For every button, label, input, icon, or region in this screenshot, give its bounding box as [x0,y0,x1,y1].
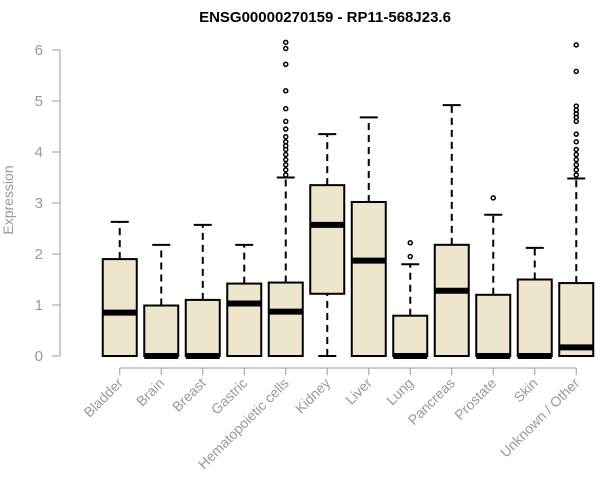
outlier-point [283,172,289,178]
box-iqr [475,293,512,357]
boxes-group [101,39,595,359]
y-tick-label: 5 [35,93,43,110]
y-tick-label: 3 [35,195,43,212]
y-tick-label: 2 [35,246,43,263]
outlier-point [573,146,579,153]
box-iqr [350,200,387,357]
box-breast [184,223,221,359]
outlier-point [573,42,579,48]
outlier-point [283,39,289,46]
outlier-point [573,103,579,109]
x-tick-label: Kidney [292,375,334,417]
box-iqr [143,304,180,358]
outlier-point [283,45,289,52]
outlier-point [283,162,289,168]
outlier-point [573,162,579,168]
box-pancreas [433,104,470,358]
outlier-point [283,133,289,140]
box-brain [143,243,180,359]
outlier-point [573,167,579,173]
outlier-point [283,156,289,163]
x-tick-label: Liver [342,375,375,408]
chart-title: ENSG00000270159 - RP11-568J23.6 [199,9,451,26]
outlier-point [283,105,289,112]
x-tick-label: Brain [133,375,167,409]
box-prostate [475,195,512,359]
outlier-point [283,167,289,173]
outlier-point [573,156,579,163]
outlier-point [573,139,579,145]
box-iqr [516,278,553,357]
x-tick-label: Unknown / Other [497,375,583,461]
outlier-point [407,253,413,260]
box-iqr [267,281,304,357]
box-liver [350,116,387,357]
box-iqr [226,282,263,357]
box-iqr [184,298,221,357]
y-axis-label: Expression [0,165,16,234]
x-tick-label: Prostate [451,375,499,423]
outlier-point [573,172,579,178]
outlier-point [283,126,289,132]
y-tick-label: 0 [35,348,43,365]
box-skin [516,246,553,359]
outlier-point [490,195,496,201]
outlier-point [283,118,289,125]
box-iqr [392,314,429,357]
box-kidney [309,133,346,357]
box-gastric [226,243,263,357]
outlier-point [573,68,579,75]
y-tick-label: 6 [35,42,43,59]
x-tick-label: Bladder [80,375,126,421]
y-tick-label: 1 [35,297,43,314]
outlier-point [283,151,289,158]
outlier-point [573,151,579,158]
outlier-point [407,240,413,246]
box-iqr [558,282,595,358]
box-iqr [309,184,346,295]
outlier-point [283,139,289,145]
box-lung [392,240,429,359]
x-tick-label: Lung [383,375,416,408]
outlier-point [283,88,289,94]
x-tick-label: Skin [510,375,541,406]
box-iqr [433,243,470,358]
box-iqr [101,258,138,358]
box-unknown-other [558,42,595,358]
outlier-point [283,61,289,68]
box-bladder [101,220,138,358]
x-tick-label: Breast [169,375,209,415]
box-hematopoietic-cells [267,39,304,357]
outlier-point [573,131,579,137]
y-axis: 0 1 2 3 4 5 6 [35,42,61,365]
y-tick-label: 4 [35,144,43,161]
